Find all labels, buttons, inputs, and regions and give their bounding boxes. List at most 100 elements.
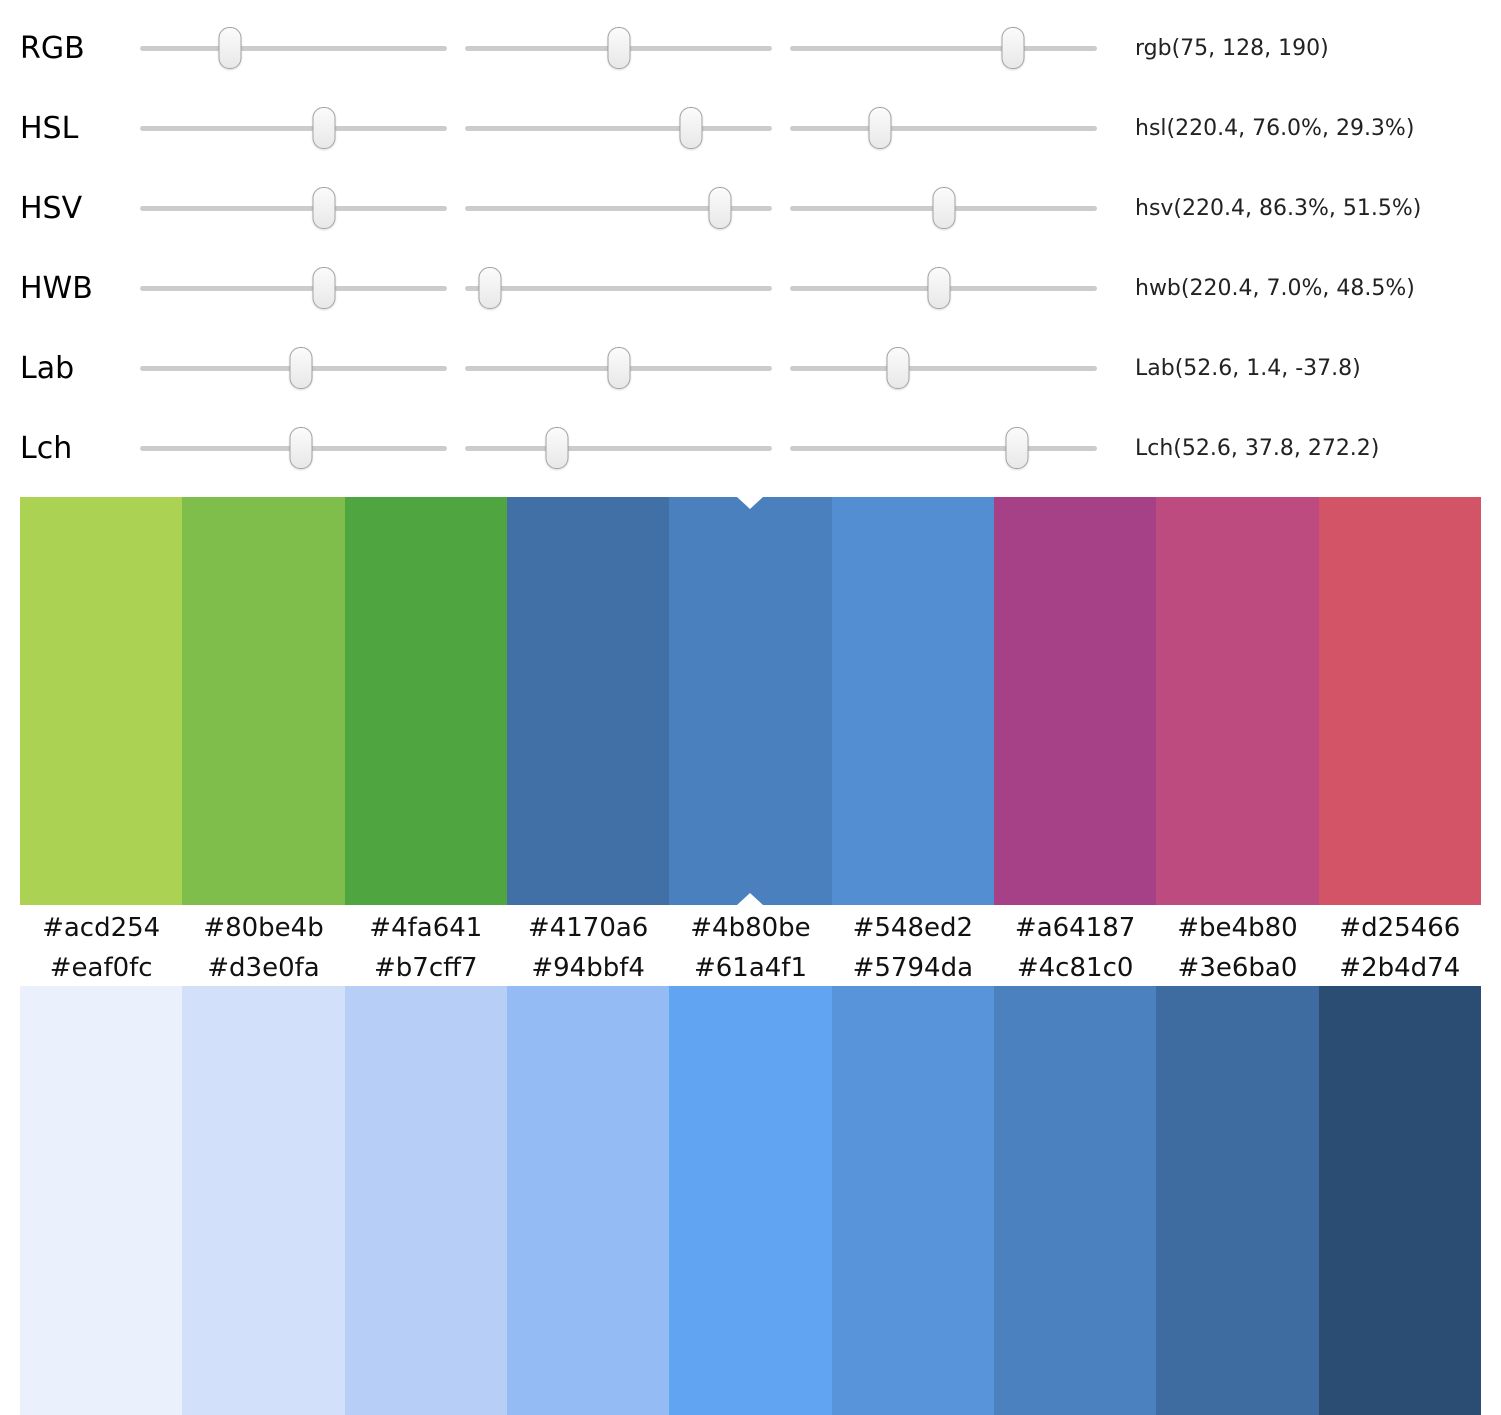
slider-thumb[interactable] bbox=[312, 187, 336, 229]
slider-thumb[interactable] bbox=[679, 107, 703, 149]
palette-swatch[interactable] bbox=[182, 497, 345, 905]
palette-swatch[interactable] bbox=[344, 497, 507, 905]
palette-swatch[interactable] bbox=[182, 986, 345, 1415]
hwb-slider-w[interactable] bbox=[465, 266, 772, 310]
lch-value-text: Lch(52.6, 37.8, 272.2) bbox=[1135, 435, 1380, 461]
slider-track[interactable] bbox=[140, 125, 447, 131]
lab-slider-b[interactable] bbox=[790, 346, 1097, 390]
hex-label: #4b80be bbox=[690, 912, 811, 943]
palette-swatch[interactable] bbox=[831, 986, 994, 1415]
hsl-slider-l[interactable] bbox=[790, 106, 1097, 150]
hex-label: #4c81c0 bbox=[1016, 953, 1134, 983]
slider-track[interactable] bbox=[790, 445, 1097, 451]
hex-label: #b7cff7 bbox=[374, 953, 478, 983]
colorspace-label-hsl: HSL bbox=[20, 110, 79, 146]
slider-track[interactable] bbox=[465, 125, 772, 131]
palette-swatch[interactable] bbox=[506, 497, 670, 905]
palette-swatch[interactable] bbox=[344, 986, 507, 1415]
slider-thumb[interactable] bbox=[607, 27, 631, 69]
slider-thumb[interactable] bbox=[289, 347, 313, 389]
slider-track[interactable] bbox=[790, 365, 1097, 371]
hex-label: #4fa641 bbox=[369, 912, 483, 943]
hwb-slider-b[interactable] bbox=[790, 266, 1097, 310]
lch-slider-c[interactable] bbox=[465, 426, 772, 470]
slider-thumb[interactable] bbox=[545, 427, 569, 469]
slider-thumb[interactable] bbox=[289, 427, 313, 469]
hex-label: #3e6ba0 bbox=[1177, 953, 1298, 983]
hex-label: #61a4f1 bbox=[693, 953, 807, 983]
hex-label: #d3e0fa bbox=[207, 953, 320, 983]
palette-swatch[interactable] bbox=[1318, 986, 1481, 1415]
rgb-slider-g[interactable] bbox=[465, 26, 772, 70]
slider-track[interactable] bbox=[790, 125, 1097, 131]
slider-thumb[interactable] bbox=[478, 267, 502, 309]
slider-thumb[interactable] bbox=[932, 187, 955, 229]
hsl-slider-h[interactable] bbox=[140, 106, 447, 150]
palette-swatch[interactable] bbox=[669, 986, 832, 1415]
hex-label: #2b4d74 bbox=[1339, 953, 1461, 983]
palette-swatch[interactable] bbox=[993, 986, 1157, 1415]
hsl-value-text: hsl(220.4, 76.0%, 29.3%) bbox=[1135, 115, 1415, 141]
hsv-slider-s[interactable] bbox=[465, 186, 772, 230]
slider-thumb[interactable] bbox=[868, 107, 892, 149]
slider-row-rgb: RGB rgb(75, 128, 190) bbox=[0, 8, 1501, 88]
slider-track[interactable] bbox=[790, 45, 1097, 51]
palette-top bbox=[20, 497, 1481, 905]
lch-slider-l[interactable] bbox=[140, 426, 447, 470]
palette-swatch[interactable] bbox=[20, 986, 183, 1415]
slider-thumb[interactable] bbox=[218, 27, 242, 69]
slider-row-hwb: HWB hwb(220.4, 7.0%, 48.5%) bbox=[0, 248, 1501, 328]
hex-label: #5794da bbox=[852, 953, 973, 983]
palette-swatch[interactable] bbox=[1318, 497, 1481, 905]
hex-label: #4170a6 bbox=[527, 912, 649, 943]
rgb-slider-r[interactable] bbox=[140, 26, 447, 70]
palette-swatch[interactable] bbox=[1156, 986, 1319, 1415]
slider-thumb[interactable] bbox=[708, 187, 732, 229]
rgb-slider-b[interactable] bbox=[790, 26, 1097, 70]
palette-swatch[interactable] bbox=[20, 497, 183, 905]
hex-label: #d25466 bbox=[1339, 912, 1461, 943]
hsv-slider-v[interactable] bbox=[790, 186, 1097, 230]
hex-label: #80be4b bbox=[203, 912, 324, 943]
slider-row-hsv: HSV hsv(220.4, 86.3%, 51.5%) bbox=[0, 168, 1501, 248]
lab-slider-a[interactable] bbox=[465, 346, 772, 390]
slider-thumb[interactable] bbox=[607, 347, 630, 389]
lab-value-text: Lab(52.6, 1.4, -37.8) bbox=[1135, 355, 1361, 381]
slider-track[interactable] bbox=[140, 205, 447, 211]
hwb-slider-h[interactable] bbox=[140, 266, 447, 310]
slider-track[interactable] bbox=[465, 205, 772, 211]
lch-slider-h[interactable] bbox=[790, 426, 1097, 470]
slider-thumb[interactable] bbox=[886, 347, 910, 389]
colorspace-label-rgb: RGB bbox=[20, 30, 85, 66]
selection-marker-top-icon bbox=[737, 497, 764, 509]
slider-panel: RGB rgb(75, 128, 190) HSL bbox=[0, 0, 1501, 488]
lab-slider-l[interactable] bbox=[140, 346, 447, 390]
palette-swatch[interactable] bbox=[506, 986, 670, 1415]
slider-thumb[interactable] bbox=[312, 107, 336, 149]
hex-label: #94bbf4 bbox=[531, 953, 645, 983]
palette-swatch[interactable] bbox=[1156, 497, 1319, 905]
hsv-slider-h[interactable] bbox=[140, 186, 447, 230]
slider-thumb[interactable] bbox=[1001, 27, 1025, 69]
colorspace-label-hsv: HSV bbox=[20, 190, 83, 226]
colorspace-label-lch: Lch bbox=[20, 430, 73, 466]
slider-track[interactable] bbox=[465, 445, 772, 451]
colorspace-label-hwb: HWB bbox=[20, 270, 93, 306]
hwb-value-text: hwb(220.4, 7.0%, 48.5%) bbox=[1135, 275, 1415, 301]
slider-row-lab: Lab Lab(52.6, 1.4, -37.8) bbox=[0, 328, 1501, 408]
rgb-value-text: rgb(75, 128, 190) bbox=[1135, 35, 1329, 61]
slider-track[interactable] bbox=[140, 285, 447, 291]
slider-thumb[interactable] bbox=[312, 267, 336, 309]
hex-label: #548ed2 bbox=[852, 912, 974, 943]
slider-thumb[interactable] bbox=[927, 267, 951, 309]
hsl-slider-s[interactable] bbox=[465, 106, 772, 150]
slider-thumb[interactable] bbox=[1005, 427, 1029, 469]
hex-label: #eaf0fc bbox=[49, 953, 153, 983]
palette-swatch[interactable] bbox=[993, 497, 1157, 905]
selection-marker-bottom-icon bbox=[737, 893, 764, 905]
slider-track[interactable] bbox=[465, 285, 772, 291]
palette-swatch-selected[interactable] bbox=[669, 497, 832, 905]
slider-track[interactable] bbox=[140, 45, 447, 51]
palette-swatch[interactable] bbox=[831, 497, 994, 905]
